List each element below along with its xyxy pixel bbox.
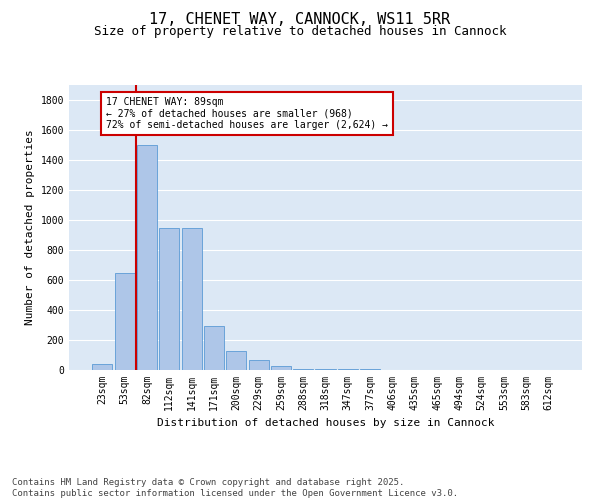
Bar [248,360,269,370]
Bar [159,228,179,370]
Bar [338,369,358,370]
Bar [182,228,202,370]
Bar [204,326,224,370]
Bar [92,364,112,370]
Text: 17 CHENET WAY: 89sqm
← 27% of detached houses are smaller (968)
72% of semi-deta: 17 CHENET WAY: 89sqm ← 27% of detached h… [106,97,388,130]
Bar [271,366,291,370]
Text: Contains HM Land Registry data © Crown copyright and database right 2025.
Contai: Contains HM Land Registry data © Crown c… [12,478,458,498]
X-axis label: Distribution of detached houses by size in Cannock: Distribution of detached houses by size … [157,418,494,428]
Bar [360,368,380,370]
Y-axis label: Number of detached properties: Number of detached properties [25,130,35,326]
Bar [137,145,157,370]
Bar [316,369,335,370]
Text: Size of property relative to detached houses in Cannock: Size of property relative to detached ho… [94,25,506,38]
Bar [115,272,135,370]
Bar [226,350,246,370]
Bar [293,368,313,370]
Text: 17, CHENET WAY, CANNOCK, WS11 5RR: 17, CHENET WAY, CANNOCK, WS11 5RR [149,12,451,28]
